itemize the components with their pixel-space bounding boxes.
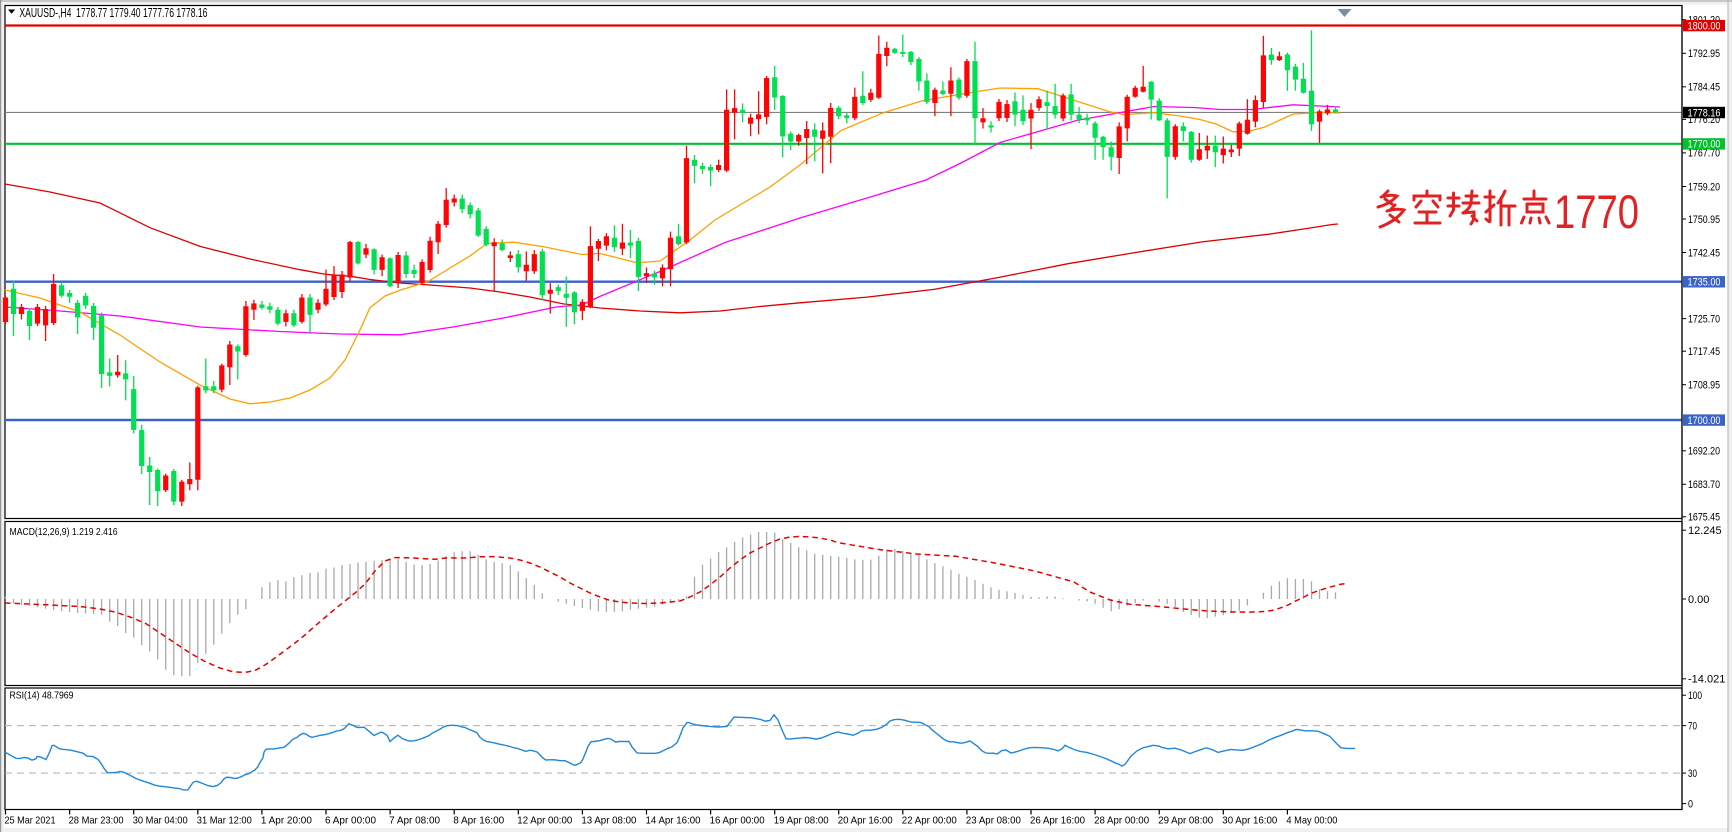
svg-text:70: 70: [1688, 720, 1697, 732]
svg-text:1708.95: 1708.95: [1688, 380, 1720, 392]
svg-text:1770.00: 1770.00: [1688, 139, 1721, 151]
svg-text:26 Apr 16:00: 26 Apr 16:00: [1030, 815, 1085, 827]
svg-text:RSI(14) 48.7969: RSI(14) 48.7969: [10, 689, 74, 701]
svg-text:0.00: 0.00: [1688, 594, 1709, 606]
svg-text:30 Mar 04:00: 30 Mar 04:00: [133, 815, 188, 827]
svg-text:12 Apr 00:00: 12 Apr 00:00: [517, 815, 572, 827]
svg-text:1750.95: 1750.95: [1688, 214, 1720, 226]
svg-text:1759.20: 1759.20: [1688, 181, 1720, 193]
svg-text:7 Apr 08:00: 7 Apr 08:00: [389, 815, 440, 827]
svg-text:31 Mar 12:00: 31 Mar 12:00: [197, 815, 252, 827]
svg-text:-14.021: -14.021: [1688, 674, 1725, 686]
svg-text:14 Apr 16:00: 14 Apr 16:00: [646, 815, 701, 827]
svg-text:1683.70: 1683.70: [1688, 479, 1720, 491]
svg-text:22 Apr 00:00: 22 Apr 00:00: [902, 815, 957, 827]
svg-text:100: 100: [1688, 690, 1702, 702]
svg-text:1770: 1770: [1554, 185, 1639, 238]
svg-text:30 Apr 16:00: 30 Apr 16:00: [1222, 815, 1277, 827]
svg-text:1692.20: 1692.20: [1688, 446, 1720, 458]
svg-text:19 Apr 08:00: 19 Apr 08:00: [774, 815, 829, 827]
svg-text:12.245: 12.245: [1688, 525, 1722, 537]
svg-text:1725.70: 1725.70: [1688, 313, 1720, 325]
svg-text:29 Apr 08:00: 29 Apr 08:00: [1158, 815, 1213, 827]
svg-text:1717.45: 1717.45: [1688, 346, 1720, 358]
svg-text:8 Apr 16:00: 8 Apr 16:00: [453, 815, 504, 827]
svg-text:30: 30: [1688, 768, 1697, 780]
svg-text:28 Apr 00:00: 28 Apr 00:00: [1094, 815, 1149, 827]
svg-text:28 Mar 23:00: 28 Mar 23:00: [69, 815, 124, 827]
svg-text:1778.16: 1778.16: [1688, 107, 1721, 119]
svg-text:MACD(12,26,9) 1.219 2.416: MACD(12,26,9) 1.219 2.416: [10, 526, 118, 538]
svg-text:1792.95: 1792.95: [1688, 48, 1720, 60]
svg-text:4 May 00:00: 4 May 00:00: [1286, 815, 1337, 827]
svg-text:1675.45: 1675.45: [1688, 512, 1720, 524]
svg-text:1735.00: 1735.00: [1688, 277, 1721, 289]
svg-text:13 Apr 08:00: 13 Apr 08:00: [581, 815, 636, 827]
svg-text:XAUUSD-,H4 1778.77 1779.40 17: XAUUSD-,H4 1778.77 1779.40 1777.76 1778.…: [19, 5, 207, 20]
svg-text:1 Apr 20:00: 1 Apr 20:00: [261, 815, 312, 827]
svg-text:1742.45: 1742.45: [1688, 247, 1720, 259]
svg-text:0: 0: [1688, 798, 1693, 810]
svg-text:6 Apr 00:00: 6 Apr 00:00: [325, 815, 376, 827]
svg-text:1784.45: 1784.45: [1688, 82, 1720, 94]
svg-text:1800.00: 1800.00: [1688, 20, 1721, 32]
svg-text:20 Apr 16:00: 20 Apr 16:00: [838, 815, 893, 827]
svg-text:1700.00: 1700.00: [1688, 415, 1721, 427]
svg-text:25 Mar 2021: 25 Mar 2021: [5, 815, 56, 827]
svg-text:23 Apr 08:00: 23 Apr 08:00: [966, 815, 1021, 827]
svg-text:16 Apr 00:00: 16 Apr 00:00: [710, 815, 765, 827]
